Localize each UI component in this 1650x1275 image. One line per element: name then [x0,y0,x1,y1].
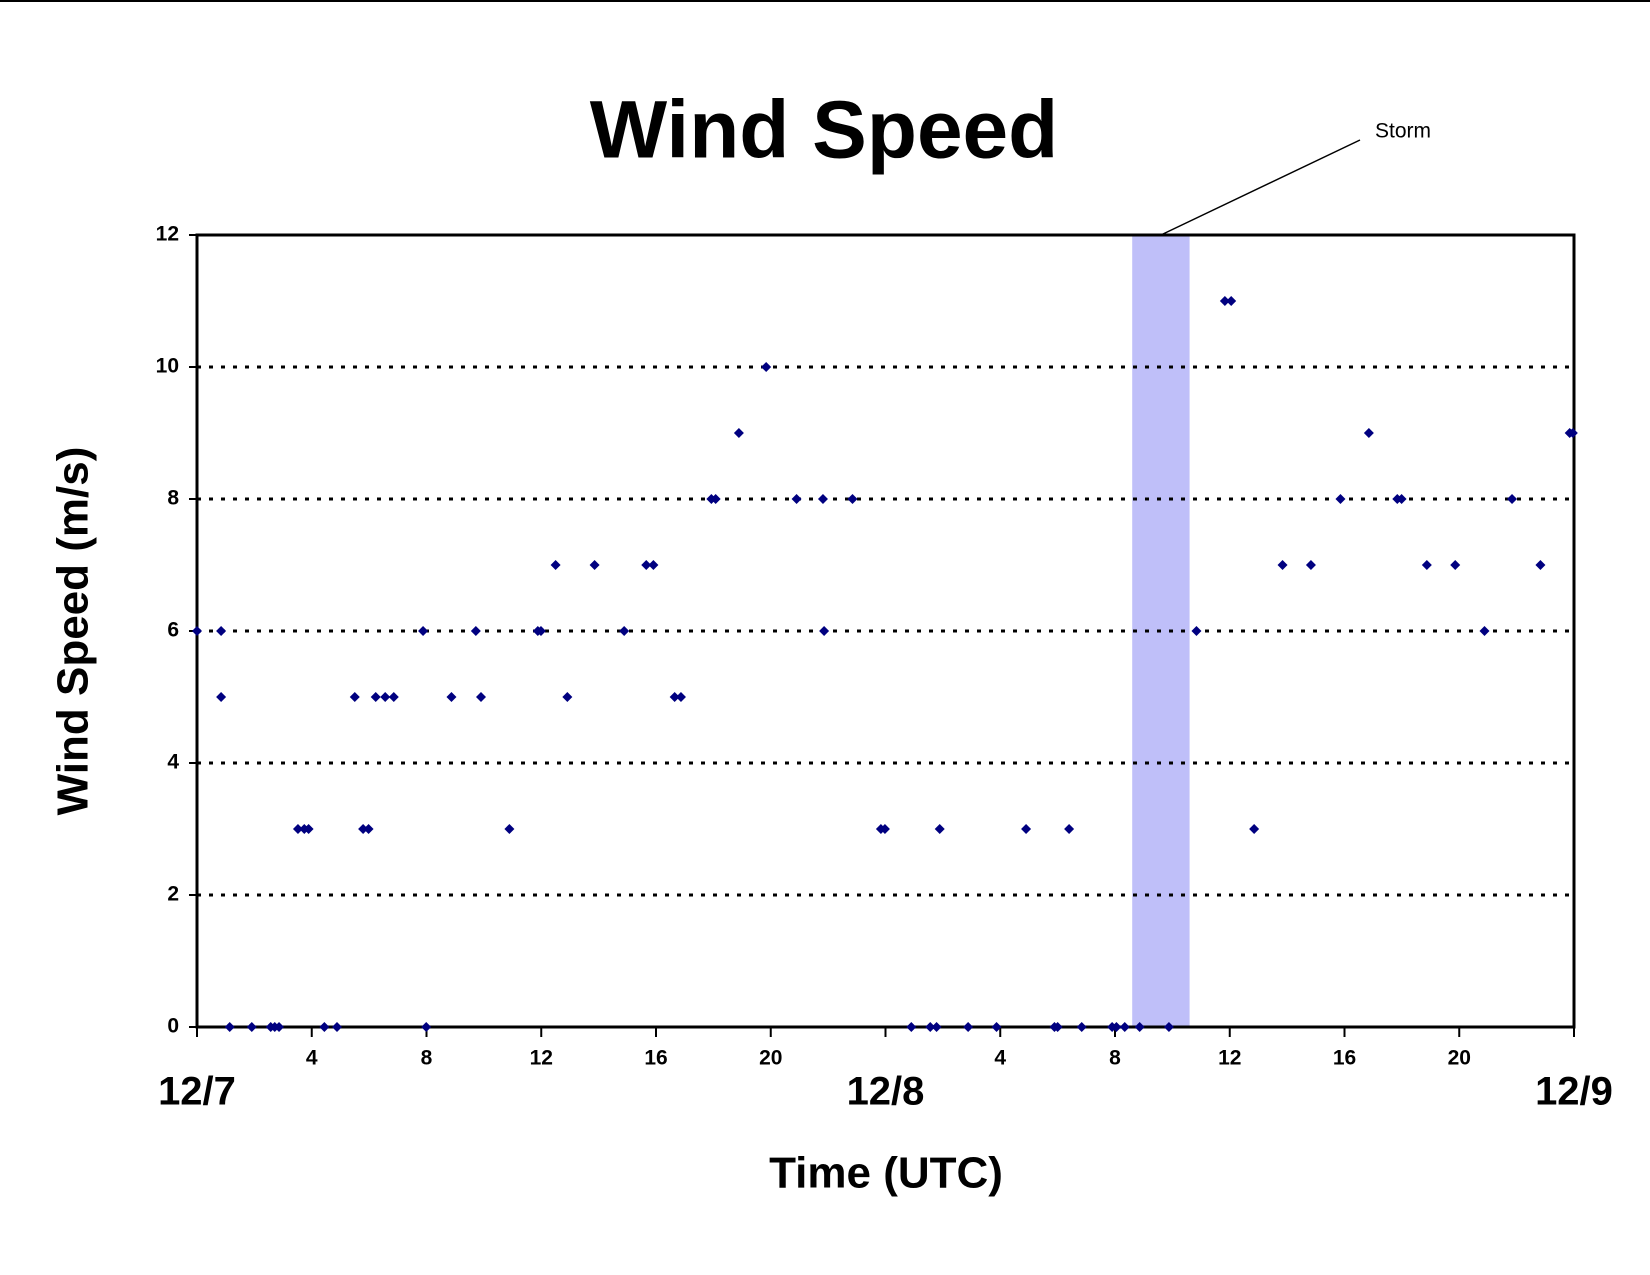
data-point [931,1022,942,1032]
x-tick-label: 12 [530,1047,553,1070]
data-point [1535,560,1546,570]
data-point [562,692,573,702]
data-point [224,1022,235,1032]
y-tick-label: 8 [167,487,179,510]
data-point [1219,296,1230,306]
data-point [246,1022,257,1032]
data-point [1076,1022,1087,1032]
data-point [319,1022,330,1032]
data-point [1567,428,1578,438]
data-point [791,494,802,504]
data-point [879,824,890,834]
data-point [1507,494,1518,504]
data-point [669,692,680,702]
x-tick-label: 16 [1333,1047,1356,1070]
date-label: 12/9 [1535,1070,1613,1114]
data-point [648,560,659,570]
data-point [421,1022,432,1032]
y-axis-title: Wind Speed (m/s) [49,447,98,816]
data-point [619,626,630,636]
data-point [370,692,381,702]
data-point [906,1022,917,1032]
data-point [1479,626,1490,636]
data-point [675,692,686,702]
data-point [535,626,546,636]
x-tick-label: 4 [306,1047,318,1070]
data-point [1277,560,1288,570]
data-point [847,494,858,504]
data-point [1249,824,1260,834]
data-point [1335,494,1346,504]
date-label: 12/8 [847,1070,925,1114]
data-point [274,1022,285,1032]
data-point [1163,1022,1174,1032]
data-point [1421,560,1432,570]
data-point [380,692,391,702]
data-point [292,824,303,834]
data-point [418,626,429,636]
data-point [349,692,360,702]
x-tick-label: 4 [994,1047,1006,1070]
data-point [1450,560,1461,570]
data-point [1396,494,1407,504]
data-point [192,626,202,636]
data-point [819,626,830,636]
annotation: Storm [1375,120,1431,143]
x-tick-label: 20 [759,1047,782,1070]
data-point [1134,1022,1145,1032]
data-point [925,1022,936,1032]
data-point [1111,1022,1122,1032]
data-point [934,824,945,834]
data-point [1119,1022,1130,1032]
annotation-leader [1160,139,1361,236]
y-tick-label: 6 [167,619,179,642]
data-point [216,692,227,702]
y-tick-label: 4 [167,751,179,774]
date-label: 12/7 [158,1070,236,1114]
data-point [1064,824,1075,834]
data-point [1021,824,1032,834]
data-point [817,494,828,504]
data-point [710,494,721,504]
y-tick-label: 12 [156,223,179,246]
y-tick-label: 2 [167,883,179,906]
x-tick-label: 20 [1448,1047,1471,1070]
data-point [446,692,457,702]
data-point [963,1022,974,1032]
data-point [303,824,314,834]
data-point [504,824,515,834]
x-tick-label: 8 [1109,1047,1121,1070]
x-tick-label: 16 [644,1047,667,1070]
data-point [1052,1022,1063,1032]
data-point [476,692,487,702]
x-axis-title: Time (UTC) [769,1149,1003,1198]
data-point [331,1022,342,1032]
x-tick-label: 8 [421,1047,433,1070]
x-tick-label: 12 [1218,1047,1241,1070]
data-point [733,428,744,438]
data-point [1363,428,1374,438]
data-point [991,1022,1002,1032]
data-point [589,560,600,570]
y-tick-label: 10 [156,355,179,378]
data-point [1305,560,1316,570]
data-point [358,824,369,834]
data-point [388,692,399,702]
data-point [1226,296,1237,306]
data-point [641,560,652,570]
data-point [1191,626,1202,636]
data-point [761,362,772,372]
data-point [550,560,561,570]
data-point [470,626,481,636]
y-tick-label: 0 [167,1015,179,1038]
chart-title: Wind Speed [590,85,1059,176]
data-point [216,626,227,636]
data-point [363,824,374,834]
